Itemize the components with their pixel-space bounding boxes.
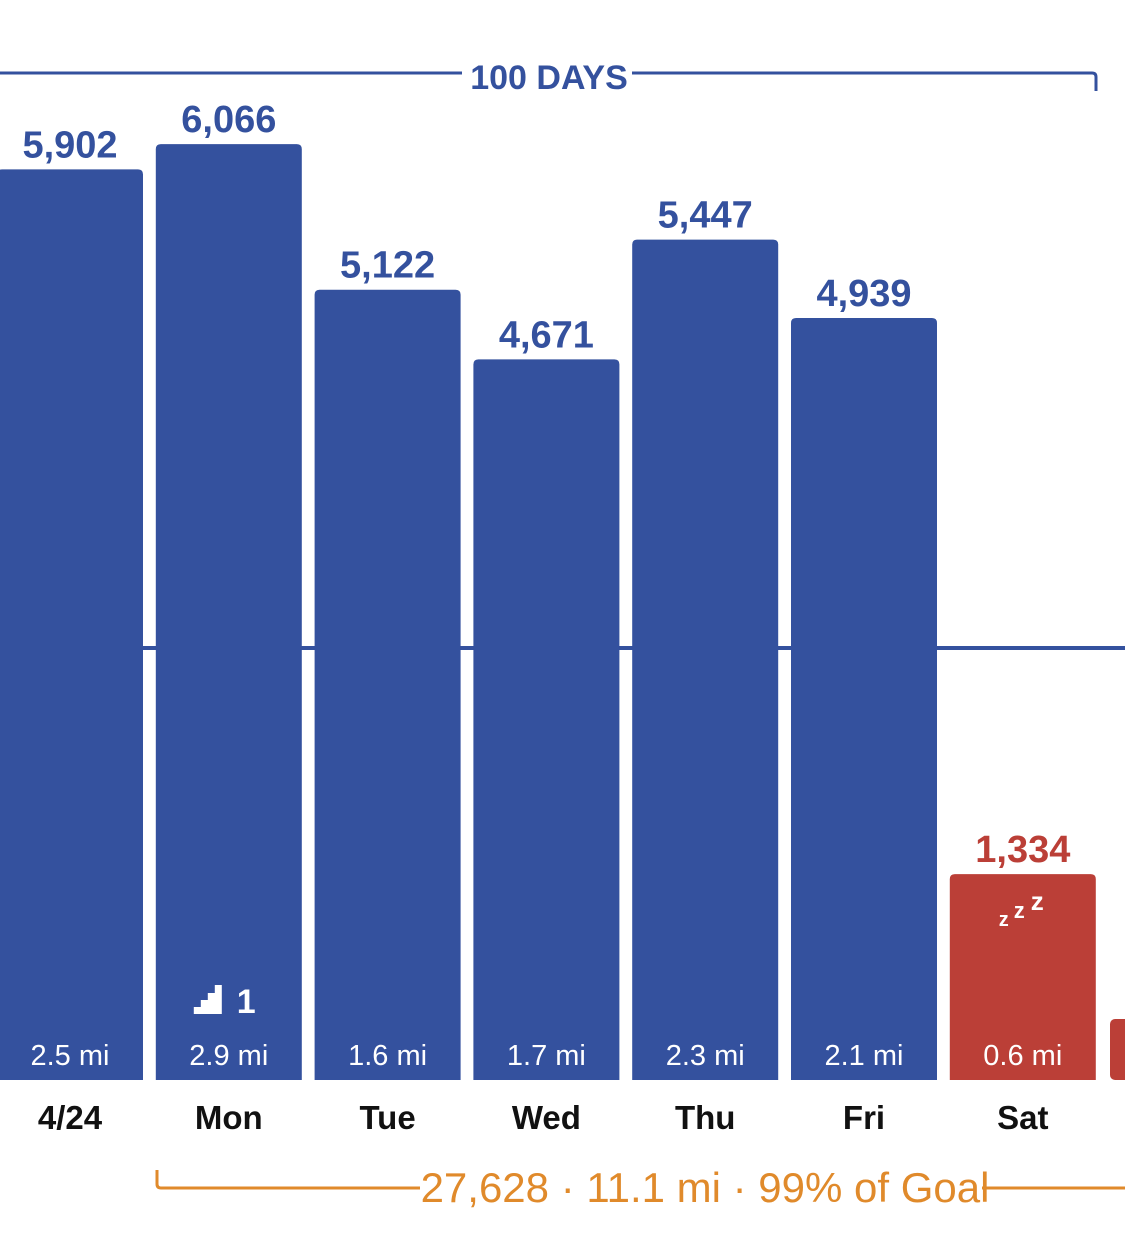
bar-value-label: 5,447 xyxy=(658,195,753,237)
day-label: Wed xyxy=(512,1099,581,1136)
bar-value-label: 5,122 xyxy=(340,245,435,287)
bar-distance-label: 2.9 mi xyxy=(189,1040,268,1072)
zzz-letter: z xyxy=(999,909,1009,931)
zzz-letter: z xyxy=(1014,898,1025,923)
day-label: Tue xyxy=(359,1099,415,1136)
period-label: 100 DAYS xyxy=(470,59,628,97)
bar-value-label: 4,939 xyxy=(816,273,911,315)
period-bracket xyxy=(0,71,1098,91)
bar-distance-label: 2.5 mi xyxy=(31,1040,110,1072)
summary-text: 27,628 · 11.1 mi · 99% of Goal xyxy=(421,1164,990,1211)
day-label: 4/24 xyxy=(38,1099,103,1136)
bar-fri[interactable] xyxy=(791,317,937,1080)
bar-value-label: 1,334 xyxy=(975,829,1070,871)
bar-distance-label: 0.6 mi xyxy=(983,1040,1062,1072)
next-day-bar-partial[interactable] xyxy=(1110,1019,1125,1080)
bars-group xyxy=(0,144,1096,1081)
bar-4-24[interactable] xyxy=(0,169,143,1080)
bar-wed[interactable] xyxy=(473,359,620,1080)
day-label: Fri xyxy=(843,1099,885,1136)
bar-distance-label: 1.7 mi xyxy=(507,1040,586,1072)
day-label: Sat xyxy=(997,1099,1048,1136)
bar-value-label: 4,671 xyxy=(499,314,594,356)
stairs-icon xyxy=(193,985,222,1014)
bar-sat[interactable] xyxy=(949,874,1096,1080)
bar-distance-label: 2.1 mi xyxy=(825,1040,904,1072)
summary-bracket xyxy=(155,1170,1125,1190)
day-label: Thu xyxy=(675,1099,735,1136)
labels-group: 5,902 2.5 mi 4/24 6,066 2.9 mi Mon 5,122 1.6 mi… xyxy=(22,99,1070,1136)
bar-distance-label: 1.6 mi xyxy=(348,1040,427,1072)
bar-value-label: 5,902 xyxy=(22,124,117,166)
day-label: Mon xyxy=(195,1099,263,1136)
bar-mon[interactable] xyxy=(155,144,302,1081)
bar-distance-label: 2.3 mi xyxy=(666,1040,745,1072)
zzz-letter: z xyxy=(1031,886,1044,916)
bar-thu[interactable] xyxy=(632,239,779,1080)
bar-tue[interactable] xyxy=(314,289,461,1081)
stairs-count: 1 xyxy=(237,983,256,1021)
bar-value-label: 6,066 xyxy=(181,99,276,141)
